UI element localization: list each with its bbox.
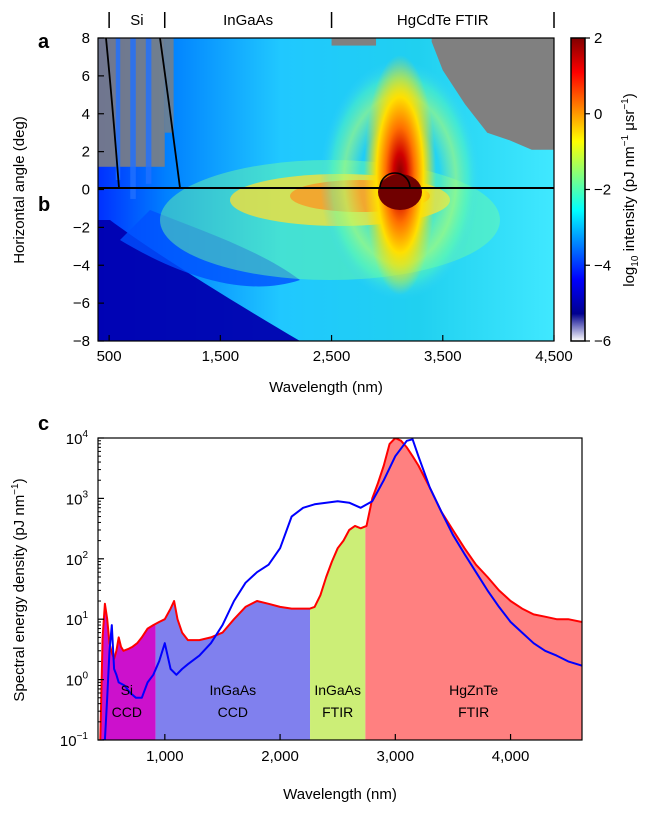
- panel-label-a: a: [38, 31, 50, 53]
- si-data-strip: [130, 38, 136, 199]
- heatmap-y-tick-label: −6: [73, 295, 90, 312]
- detector-region-labels: Si InGaAs HgCdTe FTIR: [108, 12, 555, 29]
- spectrum-y-tick-label: 102: [66, 550, 89, 569]
- no-data-ftir-right: [431, 38, 554, 150]
- heatmap-x-axis-label: Wavelength (nm): [269, 379, 383, 396]
- detector-fills: [98, 438, 582, 740]
- heatmap-x-tick-label: 1,500: [202, 348, 240, 365]
- spectrum-x-axis-label: Wavelength (nm): [283, 786, 397, 803]
- heatmap-y-tick-label: −8: [73, 333, 90, 350]
- spectrum-y-axis-label: Spectral energy density (pJ nm−1): [10, 478, 28, 701]
- spectrum-y-tick-label: 10−1: [60, 731, 89, 750]
- colorbar-tick-label: −4: [594, 257, 611, 274]
- colorbar-label: log10 intensity (pJ nm−1 μsr−1): [620, 93, 641, 287]
- spectrum-y-tick-label: 104: [66, 429, 89, 448]
- detector-fill: [365, 438, 582, 740]
- si-cutoff-curve-right: [159, 38, 181, 189]
- si-data-strip: [145, 38, 152, 184]
- spectrum-line: [99, 438, 582, 740]
- heatmap-core: [378, 174, 422, 210]
- region-name-line2: CCD: [218, 704, 248, 720]
- spectrum-line: [102, 438, 582, 740]
- colorbar: 2 0 −2 −4 −6 log10 intensity (pJ nm−1 μsr−1): [570, 30, 641, 350]
- spectrum-x-tick-label: 1,000: [146, 748, 184, 765]
- ftir-aperture-arc: [379, 172, 411, 189]
- spectrum-x-tick-label: 2,000: [261, 748, 299, 765]
- heatmap-x-tick-label: 2,500: [313, 348, 351, 365]
- no-data-regions: [98, 38, 554, 199]
- detector-fill: [155, 601, 311, 740]
- heatmap-y-tick-label: 6: [82, 68, 90, 85]
- colorbar-tick-label: 0: [594, 106, 602, 123]
- heatmap-x-tick-label: 500: [97, 348, 122, 365]
- panel-label-c: c: [38, 413, 49, 435]
- panel-label-b: b: [38, 194, 50, 216]
- colorbar-tick-label: 2: [594, 30, 602, 47]
- region-name-line1: HgZnTe: [449, 682, 498, 698]
- detector-fill: [98, 603, 156, 740]
- heatmap-axes: 500 1,500 2,500 3,500 4,500 8 6 4 2 0 −2 −4 −6 −8: [73, 30, 573, 365]
- heatmap-y-tick-label: 2: [82, 144, 90, 161]
- intensity-heatmap: [97, 37, 555, 342]
- heatmap-y-tick-label: 8: [82, 30, 90, 47]
- heatmap-mid-region: [120, 210, 300, 287]
- si-data-strip: [115, 38, 121, 181]
- heatmap-y-tick-label: −4: [73, 257, 90, 274]
- spectrum-frame: [97, 437, 583, 741]
- region-name-line2: FTIR: [322, 704, 353, 720]
- detector-fill: [310, 525, 366, 740]
- heatmap-x-tick-label: 3,500: [424, 348, 462, 365]
- colorbar-tick-label: −6: [594, 333, 611, 350]
- spectrum-y-tick-label: 103: [66, 489, 89, 508]
- spectrum-x-tick-label: 4,000: [492, 748, 530, 765]
- heatmap-y-axis-label: Horizontal angle (deg): [11, 116, 28, 264]
- colorbar-gradient: [570, 37, 586, 342]
- region-label: Si: [130, 12, 143, 29]
- no-data-ingaas-edge: [164, 38, 174, 133]
- heatmap-x-tick-label: 4,500: [535, 348, 573, 365]
- region-name-line1: InGaAs: [314, 682, 361, 698]
- spectrum-axes: 1,000 2,000 3,000 4,000 10−1 100 101 102 103 104: [60, 429, 529, 765]
- spectrum-y-tick-label: 101: [66, 610, 89, 629]
- region-name-line2: FTIR: [458, 704, 489, 720]
- spectrum-plot: Si CCD InGaAs CCD InGaAs FTIR HgZnTe FTIR 1,000…: [60, 429, 583, 765]
- no-data-ftir-left: [331, 38, 377, 46]
- spectrum-lines: [99, 438, 582, 740]
- region-label: InGaAs: [223, 12, 273, 29]
- colorbar-tick-label: −2: [594, 182, 611, 199]
- region-name-line1: Si: [121, 682, 133, 698]
- region-label: HgCdTe FTIR: [397, 12, 489, 29]
- detector-fill-labels: Si CCD InGaAs CCD InGaAs FTIR HgZnTe FTIR: [112, 682, 499, 720]
- heatmap-y-tick-label: 4: [82, 106, 90, 123]
- spectrum-y-tick-label: 100: [66, 671, 89, 690]
- region-name-line1: InGaAs: [209, 682, 256, 698]
- si-cutoff-curve-left: [105, 38, 120, 189]
- region-name-line2: CCD: [112, 704, 142, 720]
- heatmap-y-tick-label: 0: [82, 182, 90, 199]
- spectrum-x-tick-label: 3,000: [377, 748, 415, 765]
- heatmap-y-tick-label: −2: [73, 219, 90, 236]
- colorbar-ticks: 2 0 −2 −4 −6: [585, 30, 611, 350]
